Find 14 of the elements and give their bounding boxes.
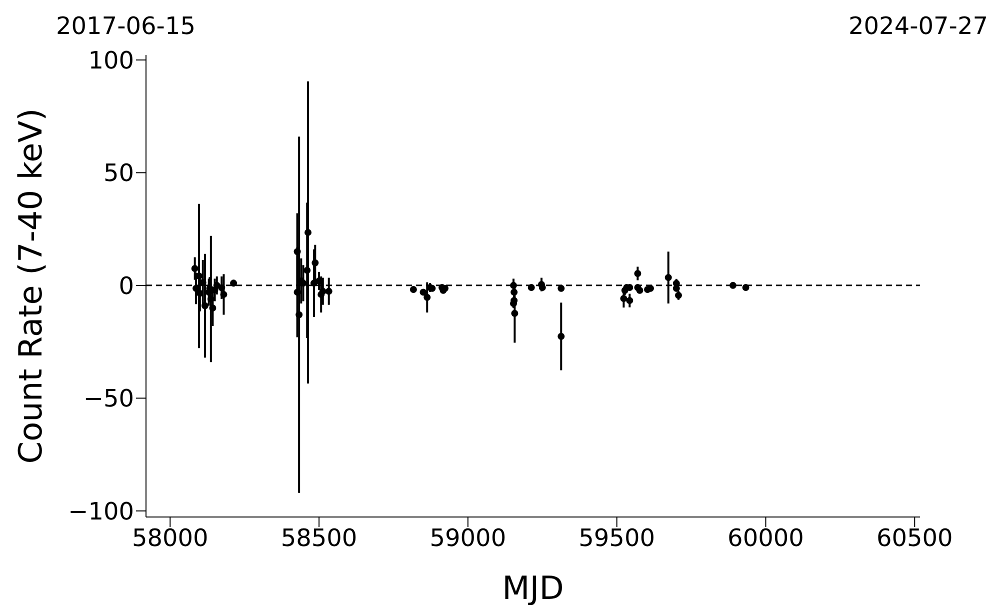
y-tick-label: −100 xyxy=(68,497,134,526)
y-tick-label: 50 xyxy=(103,159,134,188)
x-tick-label: 58500 xyxy=(280,524,358,552)
y-tick-label: −50 xyxy=(83,384,134,413)
x-tick-label: 59500 xyxy=(578,524,656,552)
text: 2017-06-15 xyxy=(56,12,196,40)
x-tick-label: 58000 xyxy=(132,524,208,552)
x-tick-label: 60500 xyxy=(876,524,953,552)
x-tick-label: 60000 xyxy=(728,524,804,552)
y-axis-title: Count Rate (7-40 keV) xyxy=(11,108,50,464)
text: 2024-07-27 xyxy=(848,12,988,40)
y-tick-label: 0 xyxy=(118,272,134,300)
y-tick-label: 100 xyxy=(88,46,134,74)
x-tick-label: 59000 xyxy=(430,524,506,552)
